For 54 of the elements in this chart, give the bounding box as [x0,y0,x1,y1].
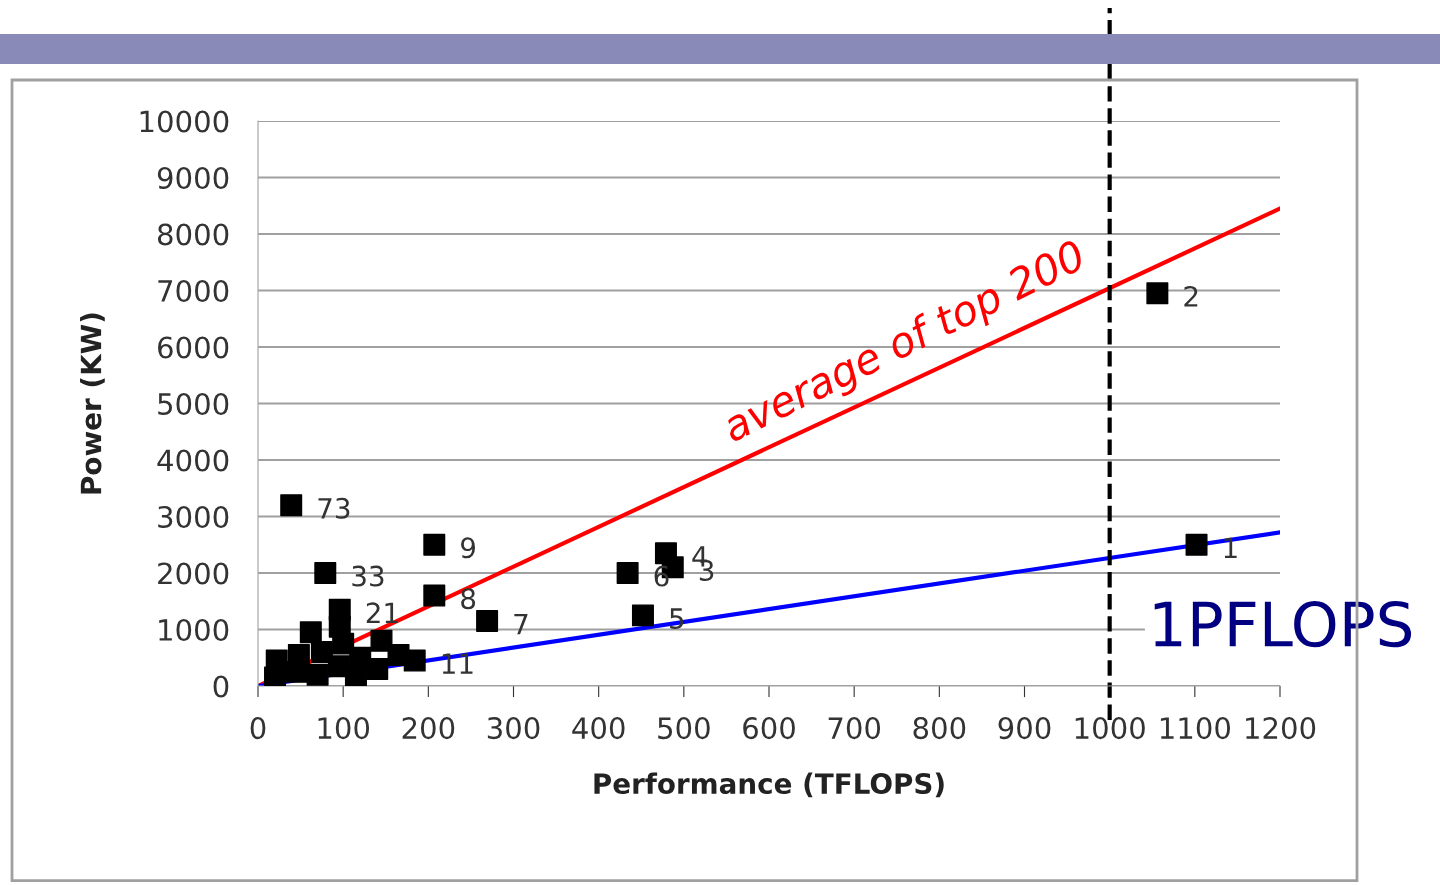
point [314,562,337,584]
annotation: 8 [461,588,476,610]
ref-line-label: 1PFLOPS [1154,601,1412,648]
annotation: 33 [352,565,384,587]
x-tick-label: 0 [250,717,266,740]
annotation: 21 [366,602,398,623]
x-tick-label: 300 [487,717,540,740]
point [280,494,303,517]
y-tick-label: 4000 [157,449,229,472]
x-tick-label: 1200 [1246,717,1316,740]
annotation: 73 [318,497,350,519]
point [476,610,499,633]
annotation: 9 [461,537,476,559]
annotation: 6 [654,565,669,587]
y-tick-label: 9000 [157,166,229,189]
y-tick-label: 0 [213,675,229,698]
point [299,621,322,644]
x-tick-label: 1000 [1075,717,1145,740]
y-tick-label: 7000 [158,279,229,302]
annotation: 11 [442,653,473,674]
point [328,615,351,638]
point [387,643,410,666]
x-tick-label: 200 [402,717,455,740]
point [631,604,654,627]
x-tick-label: 500 [658,717,710,740]
x-tick-label: 1100 [1160,717,1231,740]
y-tick-label: 1000 [159,618,229,641]
y-tick-label: 6000 [158,336,229,359]
point [616,562,639,584]
x-tick-label: 900 [998,717,1051,740]
point [423,533,446,556]
annotation: 1 [1224,537,1237,558]
x-axis-title: Performance (TFLOPS) [594,772,944,798]
annotation: 7 [514,613,528,635]
point [1185,533,1208,556]
point [306,663,329,686]
point [370,629,393,652]
annotation: 2 [1184,285,1198,307]
y-tick-label: 2000 [158,562,229,585]
x-tick-label: 400 [572,717,625,740]
x-tick-label: 700 [828,717,881,740]
x-tick-label: 600 [743,717,795,740]
point [287,643,310,666]
point [654,542,677,565]
x-tick-label: 100 [318,717,370,740]
y-tick-label: 5000 [158,392,229,415]
x-tick-label: 800 [913,717,966,740]
point [423,584,446,607]
y-tick-label: 10000 [140,110,229,133]
y-tick-label: 8000 [157,223,229,246]
point [1146,282,1169,305]
y-axis-title: Power (KW) [80,313,105,494]
point [366,658,389,681]
y-tick-label: 3000 [158,505,229,528]
